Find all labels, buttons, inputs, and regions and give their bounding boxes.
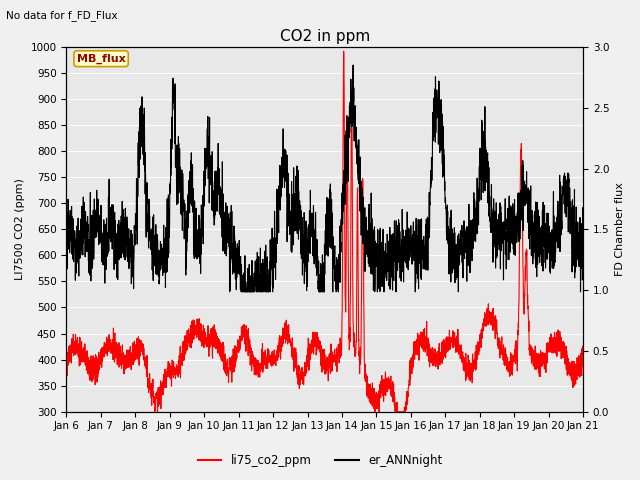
Text: MB_flux: MB_flux (77, 54, 125, 64)
Y-axis label: FD Chamber flux: FD Chamber flux (615, 182, 625, 276)
Y-axis label: LI7500 CO2 (ppm): LI7500 CO2 (ppm) (15, 179, 25, 280)
Text: No data for f_FD_Flux: No data for f_FD_Flux (6, 10, 118, 21)
Title: CO2 in ppm: CO2 in ppm (280, 29, 370, 44)
Legend: li75_co2_ppm, er_ANNnight: li75_co2_ppm, er_ANNnight (193, 449, 447, 472)
